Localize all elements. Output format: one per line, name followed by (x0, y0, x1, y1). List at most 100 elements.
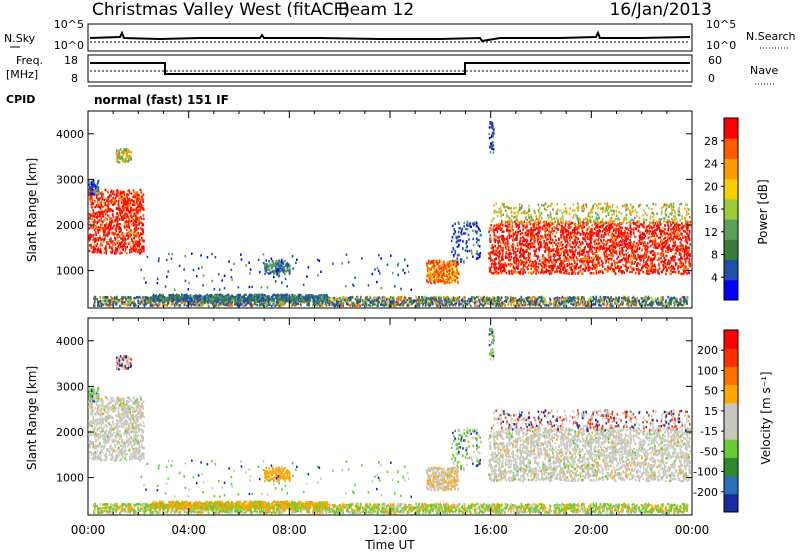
scatter-cell (683, 296, 685, 298)
scatter-cell (350, 299, 352, 301)
scatter-cell (252, 299, 254, 301)
scatter-cell (459, 303, 461, 305)
scatter-cell (398, 298, 400, 300)
scatter-cell (447, 260, 449, 262)
scatter-cell (166, 299, 168, 301)
scatter-cell (363, 301, 365, 303)
scatter-cell (97, 248, 99, 250)
scatter-cell (590, 296, 592, 298)
scatter-cell (541, 297, 543, 299)
scatter-cell (476, 301, 478, 303)
scatter-cell (329, 297, 331, 299)
scatter-cell (655, 298, 657, 300)
scatter-cell (366, 297, 368, 299)
scatter-cell (140, 216, 142, 218)
scatter-cell (207, 304, 209, 306)
scatter-cell (115, 247, 117, 249)
scatter-cell (595, 296, 597, 298)
scatter-cell (174, 295, 176, 297)
scatter-cell (280, 267, 282, 269)
scatter-cell (441, 275, 443, 277)
scatter-cell (153, 294, 155, 296)
scatter-cell (686, 301, 688, 303)
scatter-cell (472, 298, 474, 300)
scatter-cell (128, 189, 130, 191)
scatter-cell (602, 298, 604, 300)
scatter-cell (97, 215, 99, 217)
scatter-cell (120, 243, 122, 245)
scatter-cell (672, 297, 674, 299)
scatter-cell (443, 272, 445, 274)
scatter-cell (212, 302, 214, 304)
scatter-cell (478, 228, 480, 230)
scatter-cell (510, 298, 512, 300)
scatter-cell (118, 244, 120, 246)
scatter-cell (423, 299, 425, 301)
scatter-cell (440, 279, 442, 281)
scatter-cell (105, 217, 107, 219)
scatter-cell (142, 302, 144, 304)
scatter-cell (324, 294, 326, 296)
scatter-cell (454, 230, 456, 232)
scatter-cell (458, 221, 460, 223)
scatter-cell (484, 302, 486, 304)
scatter-cell (627, 302, 629, 304)
scatter-cell (504, 300, 506, 302)
scatter-cell (91, 215, 93, 217)
scatter-cell (281, 296, 283, 298)
scatter-cell (91, 218, 93, 220)
scatter-cell (91, 190, 93, 192)
scatter-cell (446, 271, 448, 273)
scatter-cell (270, 272, 272, 274)
scatter-cell (457, 277, 459, 279)
scatter-cell (119, 223, 121, 225)
scatter-cell (119, 218, 121, 220)
scatter-cell (114, 252, 116, 254)
scatter-cell (651, 305, 653, 307)
scatter-cell (480, 252, 482, 254)
scatter-cell (204, 297, 206, 299)
scatter-cell (107, 191, 109, 193)
scatter-cell (109, 303, 111, 305)
scatter-cell (671, 297, 673, 299)
scatter-cell (536, 300, 538, 302)
scatter-cell (359, 304, 361, 306)
scatter-cell (469, 250, 471, 252)
scatter-cell (95, 234, 97, 236)
scatter-cell (497, 303, 499, 305)
scatter-cell (433, 269, 435, 271)
scatter-cell (618, 300, 620, 302)
scatter-cell (113, 190, 115, 192)
scatter-cell (220, 295, 222, 297)
scatter-cell (473, 244, 475, 246)
scatter-cell (199, 299, 201, 301)
scatter-cell (434, 279, 436, 281)
scatter-cell (121, 299, 123, 301)
scatter-cell (134, 212, 136, 214)
scatter-cell (120, 228, 122, 230)
scatter-cell (604, 303, 606, 305)
scatter-cell (336, 304, 338, 306)
scatter-cell (124, 151, 126, 153)
scatter-cell (428, 260, 430, 262)
scatter-cell (196, 295, 198, 297)
scatter-cell (487, 296, 489, 298)
scatter-cell (241, 303, 243, 305)
scatter-cell (436, 299, 438, 301)
scatter-cell (95, 296, 97, 298)
scatter-cell (273, 304, 275, 306)
scatter-cell (244, 297, 246, 299)
scatter-cell (615, 302, 617, 304)
scatter-cell (562, 296, 564, 298)
scatter-cell (626, 222, 628, 224)
scatter-cell (97, 201, 99, 203)
scatter-cell (158, 298, 160, 300)
scatter-cell (469, 304, 471, 306)
scatter-cell (647, 267, 649, 269)
scatter-cell (131, 238, 133, 240)
scatter-cell (426, 280, 428, 282)
scatter-cell (452, 225, 454, 227)
scatter-cell (139, 243, 141, 245)
scatter-cell (114, 203, 116, 205)
